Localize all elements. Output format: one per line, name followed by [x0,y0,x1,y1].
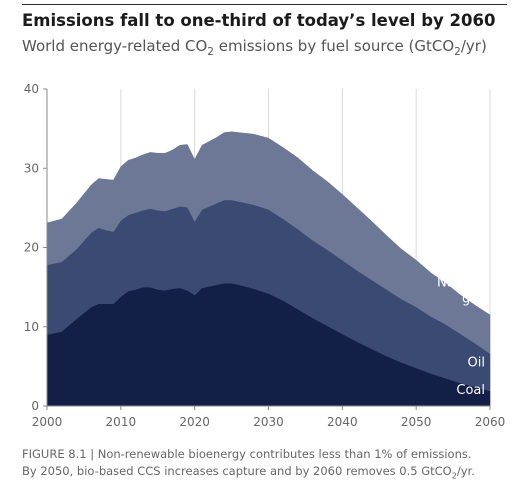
caption-line-2: By 2050, bio-based CCS increases capture… [22,463,475,484]
x-tick-label: 2060 [475,415,506,429]
y-tick-label: 10 [24,320,39,334]
x-tick-label: 2010 [106,415,137,429]
figure-caption: FIGURE 8.1 | Non-renewable bioenergy con… [22,446,475,484]
series-labels: Natural gas Oil Coal [437,275,485,398]
natural-gas-label: Natural gas [437,275,485,306]
chart-subtitle: World energy-related CO2 emissions by fu… [22,37,487,58]
x-tick-label: 2040 [327,415,358,429]
y-tick-label: 40 [24,82,39,96]
y-tick-label: 30 [24,161,39,175]
x-tick-label: 2030 [253,415,284,429]
top-rule [22,4,507,5]
natural-gas-area [46,131,491,355]
chart-title: Emissions fall to one-third of today’s l… [22,11,496,30]
subtitle-subscript: 2 [207,46,214,58]
x-tick-label: 2020 [179,415,210,429]
subtitle-part: emissions by fuel source (GtCO [213,37,455,55]
caption-part: /yr. [456,464,475,478]
natural-gas-label-line: Natural [437,275,485,290]
caption-line-1: FIGURE 8.1 | Non-renewable bioenergy con… [22,447,472,461]
x-tick-label: 2050 [401,415,432,429]
caption-subscript: 2 [451,471,457,481]
subtitle-subscript: 2 [454,46,461,58]
oil-label-line: Oil [468,355,485,370]
x-tick-label: 2000 [32,415,63,429]
area-layers [46,131,491,407]
natural-gas-label-line: gas [462,291,485,306]
y-tick-label: 0 [31,399,39,413]
coal-label: Coal [456,383,485,398]
oil-label: Oil [468,355,485,370]
coal-label-line: Coal [456,383,485,398]
subtitle-part: World energy-related CO [22,37,208,55]
y-tick-label: 20 [24,241,39,255]
caption-part: By 2050, bio-based CCS increases capture… [22,464,452,478]
subtitle-part: /yr) [460,37,487,55]
